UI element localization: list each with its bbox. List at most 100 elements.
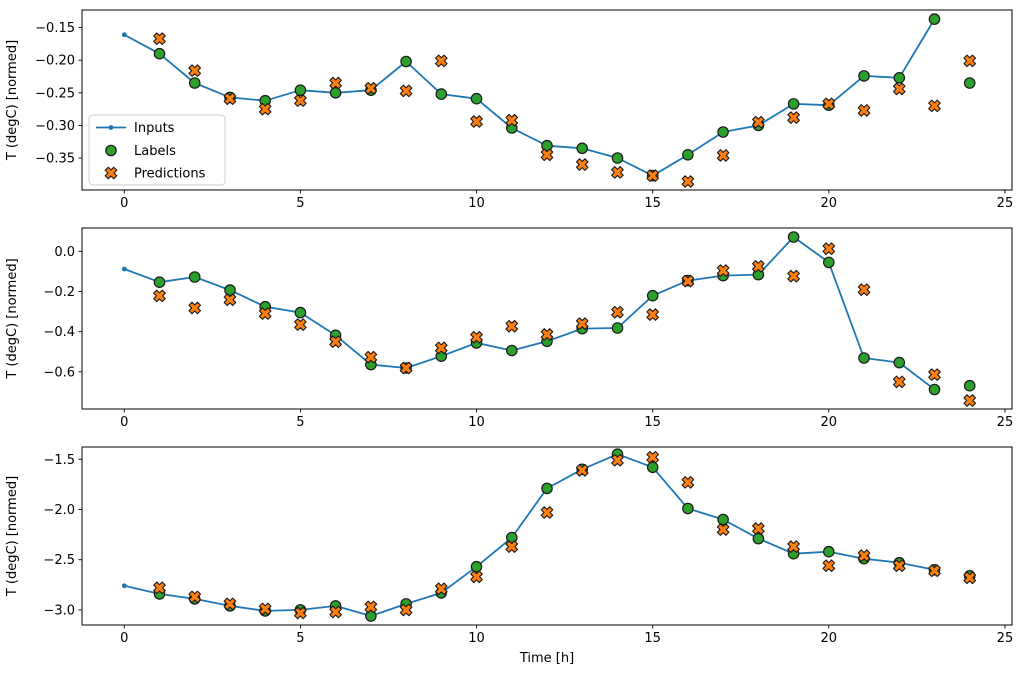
labels-point (611, 152, 624, 164)
y-tick-label: −0.4 (43, 325, 75, 340)
predictions-point (857, 283, 871, 296)
x-tick-label: 5 (296, 196, 304, 211)
labels-point (153, 276, 166, 288)
subplot-1: −0.15 −0.20 −0.25 −0.30 −0.35 0 5 10 15 20 25 T (de… (5, 9, 1014, 211)
labels-point (646, 289, 659, 302)
labels-point (541, 139, 553, 152)
predictions-point (399, 361, 413, 375)
subplot-2: 0.0 −0.2 −0.4 −0.6 0 5 10 15 20 25 T (degC) [norme… (5, 227, 1013, 430)
inputs-point (121, 266, 127, 272)
x-tick-label: 15 (644, 631, 661, 646)
predictions-point (752, 115, 765, 129)
labels-point (858, 70, 870, 82)
predictions-point (857, 104, 871, 117)
predictions-point (223, 92, 237, 106)
predictions-point (329, 335, 342, 349)
plot-background (82, 447, 1012, 625)
predictions-point (575, 317, 589, 330)
predictions-point (188, 301, 202, 315)
predictions-point (611, 166, 624, 179)
predictions-point (575, 158, 589, 171)
y-tick-label: −3.0 (43, 603, 75, 618)
labels-point (646, 461, 659, 474)
predictions-point (646, 450, 659, 464)
predictions-point (681, 274, 695, 288)
labels-point (153, 47, 166, 60)
y-tick-label: −0.35 (35, 152, 75, 167)
x-tick-label: 25 (997, 631, 1014, 646)
labels-point (682, 149, 694, 161)
predictions-point (223, 597, 237, 611)
labels-point (928, 13, 941, 25)
inputs-point (121, 583, 127, 589)
predictions-point (399, 84, 413, 98)
predictions-point (364, 600, 378, 614)
x-tick-label: 15 (644, 415, 661, 430)
x-tick-label: 20 (821, 631, 838, 646)
predictions-point (435, 341, 448, 355)
predictions-point (857, 549, 871, 563)
y-tick-label: −2.0 (43, 503, 75, 518)
predictions-point (470, 330, 483, 344)
legend-box (88, 114, 226, 186)
x-tick-label: 20 (821, 415, 838, 430)
labels-point (893, 356, 906, 369)
y-axis-label: T (degC) [normed] (5, 40, 20, 161)
predictions-series (153, 242, 977, 407)
labels-point (787, 231, 800, 243)
predictions-point (611, 453, 624, 467)
predictions-point (329, 76, 342, 90)
labels-point (822, 545, 835, 558)
labels-point (400, 55, 412, 68)
predictions-series (153, 32, 977, 188)
y-tick-label: −0.25 (35, 86, 75, 101)
labels-point (717, 126, 729, 138)
x-tick-label: 10 (468, 196, 485, 211)
predictions-point (752, 260, 765, 273)
predictions-point (716, 264, 730, 277)
predictions-point (928, 564, 941, 578)
predictions-point (294, 606, 307, 620)
plot-background (82, 10, 1012, 190)
labels-point (858, 352, 870, 364)
y-axis-label: T (degC) [normed] (5, 258, 20, 379)
labels-point (541, 482, 553, 495)
labels-point (188, 271, 201, 283)
x-tick-label: 0 (120, 415, 128, 430)
labels-point (470, 92, 483, 105)
axes-spines (81, 227, 1013, 410)
predictions-series (153, 450, 977, 620)
predictions-point (188, 590, 202, 604)
inputs-line (123, 236, 936, 391)
predictions-point (470, 115, 483, 128)
predictions-point (822, 97, 836, 111)
labels-point (893, 72, 906, 84)
predictions-point (294, 94, 307, 107)
predictions-point (153, 32, 166, 46)
predictions-point (575, 463, 589, 477)
predictions-point (294, 318, 307, 331)
x-axis-label: Time [h] (519, 651, 574, 666)
labels-point (576, 142, 588, 155)
legend: Inputs Labels Predictions (88, 114, 226, 186)
predictions-point (963, 571, 977, 585)
predictions-point (223, 293, 237, 307)
predictions-point (787, 269, 800, 283)
labels-point (505, 344, 518, 357)
y-tick-label: −0.30 (35, 119, 75, 134)
labels-point (963, 77, 976, 89)
predictions-point (963, 394, 977, 407)
x-tick-label: 25 (997, 196, 1014, 211)
predictions-point (646, 308, 659, 321)
predictions-point (258, 102, 272, 116)
y-tick-label: −0.15 (35, 21, 75, 36)
predictions-point (928, 368, 941, 381)
x-tick-label: 0 (120, 196, 128, 211)
labels-point (611, 322, 624, 334)
labels-point (329, 87, 342, 99)
predictions-point (505, 540, 519, 553)
legend-labels-circle-icon (105, 144, 117, 157)
predictions-point (364, 81, 378, 95)
